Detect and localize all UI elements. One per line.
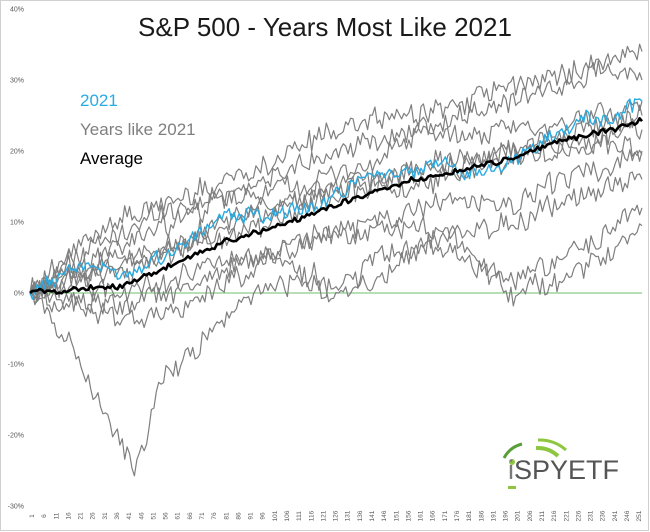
x-tick-label: 216 (551, 510, 558, 521)
logo-text: iSPYETF (508, 455, 619, 486)
x-tick-label: 1 (29, 514, 36, 518)
x-tick-label: 186 (478, 510, 485, 521)
x-tick-label: 156 (405, 510, 412, 521)
x-tick-label: 201 (515, 510, 522, 521)
series-average-line (29, 117, 644, 295)
x-tick-label: 221 (563, 510, 570, 521)
series-layer (29, 43, 644, 477)
series-2021-line (29, 98, 643, 300)
logo-radar-icon (502, 438, 567, 489)
x-tick-label: 56 (163, 512, 170, 520)
series-similar-year-line (29, 118, 643, 300)
legend-years-like-2021: Years like 2021 (80, 120, 196, 139)
series-similar-year-line (29, 223, 643, 477)
x-tick-label: 146 (381, 510, 388, 521)
x-tick-label: 131 (345, 510, 352, 521)
x-tick-label: 226 (575, 510, 582, 521)
x-tick-label: 161 (418, 510, 425, 521)
chart-title: S&P 500 - Years Most Like 2021 (138, 12, 512, 42)
y-tick-label: 40% (10, 7, 24, 14)
x-tick-label: 96 (260, 512, 267, 520)
y-tick-label: 30% (10, 78, 24, 85)
x-tick-label: 31 (102, 512, 109, 520)
x-tick-label: 176 (454, 510, 461, 521)
ispyetf-logo: iSPYETF (496, 438, 626, 498)
x-tick-label: 191 (490, 510, 497, 521)
y-tick-label: -30% (8, 504, 24, 511)
x-tick-label: 136 (357, 510, 364, 521)
x-tick-label: 26 (90, 512, 97, 520)
x-tick-label: 66 (187, 512, 194, 520)
x-tick-label: 196 (503, 510, 510, 521)
logo-brand-name: SPYETF (514, 455, 620, 485)
x-tick-label: 246 (624, 510, 631, 521)
y-axis-ticks: -30% -20% -10% 0% 10% 20% 30% 40% (8, 7, 24, 511)
series-similar-year-line (30, 204, 643, 328)
x-tick-label: 236 (600, 510, 607, 521)
series-similar-year-line (29, 100, 643, 301)
x-tick-label: 241 (612, 510, 619, 521)
x-tick-label: 101 (272, 510, 279, 521)
legend-average: Average (80, 149, 144, 168)
x-tick-label: 86 (235, 512, 242, 520)
x-tick-label: 211 (539, 510, 546, 521)
series-similar-year-line (29, 171, 643, 303)
x-tick-label: 116 (308, 510, 315, 521)
x-tick-label: 16 (65, 512, 72, 520)
x-tick-label: 206 (527, 510, 534, 521)
x-tick-label: 126 (333, 510, 340, 521)
x-tick-label: 121 (320, 510, 327, 521)
x-tick-label: 21 (78, 512, 85, 520)
x-tick-label: 36 (114, 512, 121, 520)
y-tick-label: -20% (8, 433, 24, 440)
x-tick-label: 181 (466, 510, 473, 521)
x-tick-label: 111 (296, 511, 303, 521)
x-tick-label: 51 (150, 512, 157, 520)
y-tick-label: 20% (10, 149, 24, 156)
x-tick-label: 141 (369, 510, 376, 521)
x-tick-label: 106 (284, 510, 291, 521)
series-similar-year-line (29, 149, 643, 315)
y-tick-label: 0% (14, 291, 24, 298)
x-tick-label: 11 (53, 512, 60, 519)
x-tick-label: 71 (199, 512, 206, 520)
x-tick-label: 171 (442, 510, 449, 521)
x-axis-ticks: 1 6 11 16 21 26 31 36 41 46 51 56 61 66 71 76 81 86 91 96 10… (29, 510, 643, 521)
x-tick-label: 6 (41, 514, 48, 518)
y-tick-label: 10% (10, 220, 24, 227)
logo-letter-i: i (508, 455, 514, 485)
y-tick-label: -10% (8, 362, 24, 369)
x-tick-label: 251 (636, 510, 643, 521)
x-tick-label: 41 (126, 512, 133, 520)
legend-2021: 2021 (80, 91, 118, 110)
x-tick-label: 231 (588, 510, 595, 521)
x-tick-label: 61 (175, 512, 182, 520)
x-tick-label: 76 (211, 512, 218, 520)
x-tick-label: 166 (430, 510, 437, 521)
x-tick-label: 46 (138, 512, 145, 520)
series-similar-year-line (29, 104, 643, 295)
x-tick-label: 81 (223, 512, 230, 520)
x-tick-label: 91 (248, 512, 255, 520)
x-tick-label: 151 (393, 510, 400, 521)
